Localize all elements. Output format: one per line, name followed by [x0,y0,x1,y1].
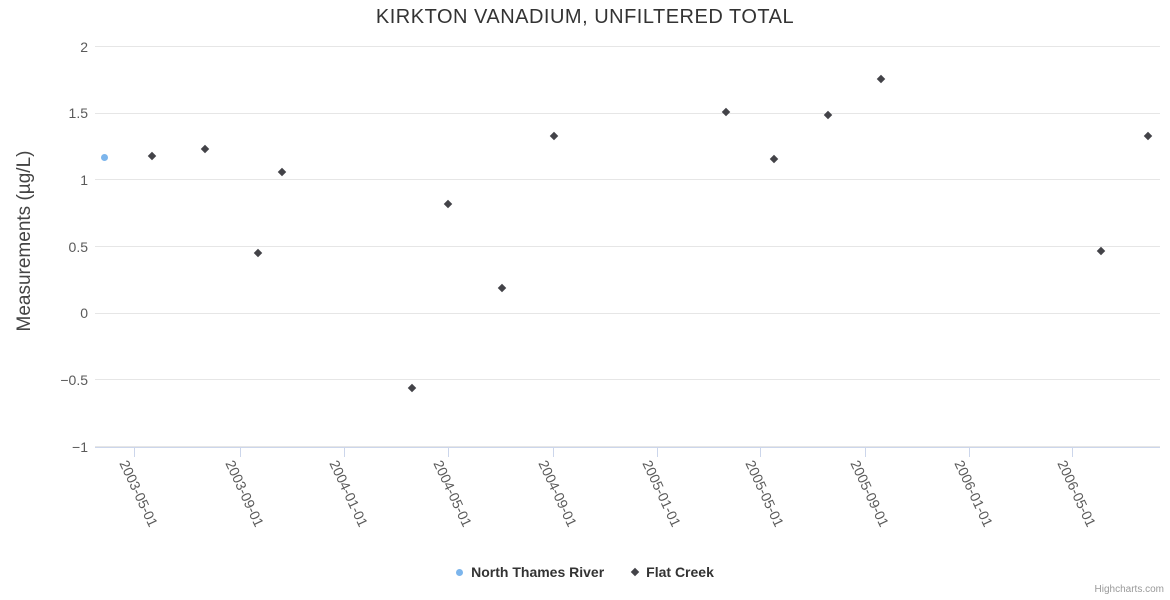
data-point-marker[interactable] [100,153,108,161]
legend-label: Flat Creek [646,564,714,580]
x-axis-tick [552,447,554,457]
y-tick-label: 1.5 [68,105,88,122]
x-axis-tick [134,447,136,457]
x-axis-tick [969,447,971,457]
chart-title: KIRKTON VANADIUM, UNFILTERED TOTAL [375,6,795,28]
x-tick-label: 2003-05-01 [116,457,162,530]
data-point-marker[interactable] [770,154,779,163]
data-point-marker[interactable] [407,383,416,393]
y-tick-label: 1 [80,171,88,188]
y-tick-label: 0.5 [68,238,88,255]
data-point-marker[interactable] [443,199,452,209]
x-axis-tick [1072,447,1074,457]
credits-link[interactable]: Highcharts.com [1094,584,1164,595]
legend-label: North Thames River [471,564,605,580]
x-tick-label: 2004-05-01 [429,457,475,530]
x-tick-label: 2006-01-01 [951,457,997,530]
x-axis-tick [657,447,659,457]
data-point-marker[interactable] [1096,246,1106,255]
gridline [95,312,1160,314]
data-point-marker[interactable] [1143,131,1153,141]
gridline [95,379,1160,381]
data-point-marker[interactable] [277,167,286,177]
data-point-marker[interactable] [823,110,833,119]
legend: North Thames River Flat Creek [0,562,1170,582]
data-point-marker[interactable] [200,144,209,154]
data-point-marker[interactable] [253,248,262,258]
y-tick-label: 2 [80,38,88,55]
data-point-marker[interactable] [147,151,156,161]
x-axis-tick [864,447,866,457]
x-tick-label: 2005-01-01 [639,457,685,530]
gridline [95,246,1160,247]
legend-item-flat-creek[interactable]: Flat Creek [630,564,714,580]
x-tick-label: 2004-01-01 [326,457,372,530]
y-tick-label: −0.5 [60,371,88,388]
x-axis-tick [239,447,241,457]
data-point-marker[interactable] [498,283,507,293]
gridline [95,112,1160,114]
x-tick-label: 2005-09-01 [847,457,893,530]
x-axis-tick [343,447,345,457]
y-tick-label: 0 [80,305,88,322]
x-tick-label: 2006-05-01 [1054,457,1100,530]
gridline [95,46,1160,47]
x-axis-tick [759,447,761,457]
circle-marker-icon [456,568,464,576]
x-axis-line [95,446,1160,448]
data-point-marker[interactable] [550,131,559,141]
x-axis-tick [447,447,449,457]
diamond-marker-icon [630,567,640,577]
x-tick-label: 2005-05-01 [742,457,787,530]
legend-item-north-thames-river[interactable]: North Thames River [456,564,604,580]
data-point-marker[interactable] [877,74,886,83]
x-tick-label: 2003-09-01 [222,457,267,530]
data-point-marker[interactable] [722,107,731,117]
x-tick-label: 2004-09-01 [535,457,580,530]
gridline [95,179,1160,181]
y-tick-label: −1 [72,438,88,455]
